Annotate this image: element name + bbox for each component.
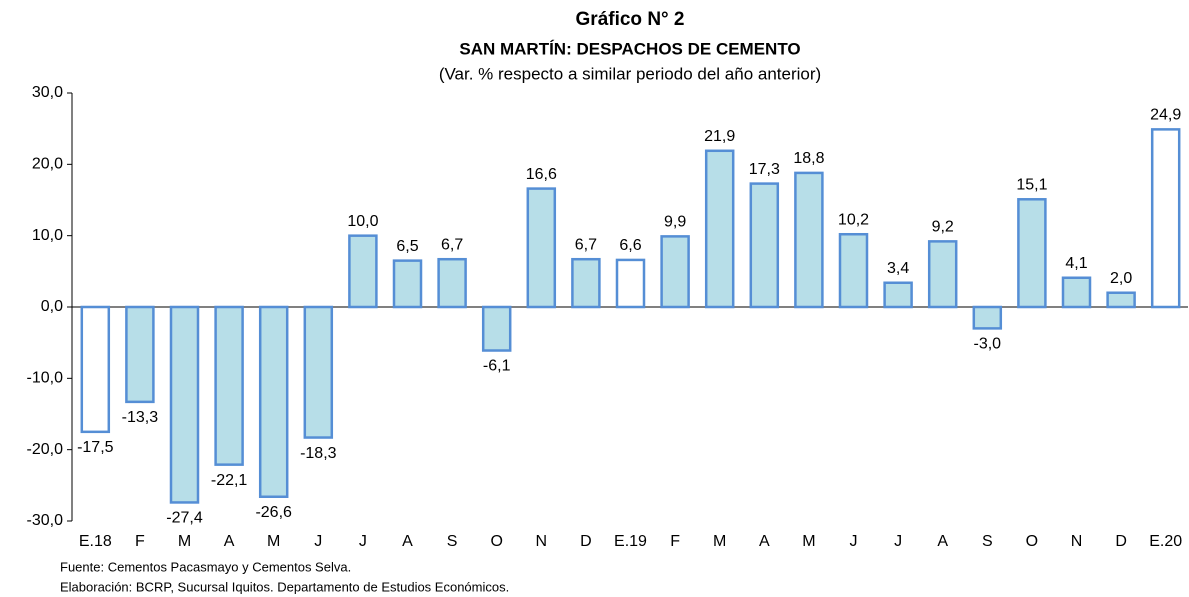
bar [526,187,557,309]
chart-subtitle: SAN MARTÍN: DESPACHOS DE CEMENTO [459,39,800,58]
y-tick-label: -10,0 [27,370,64,387]
bar [258,305,289,498]
bar [615,258,646,309]
x-tick-label: E.18 [79,533,112,550]
value-label: 6,7 [575,236,597,253]
value-label: 9,2 [932,219,954,236]
x-tick-label: M [802,533,815,550]
bar [794,171,824,309]
bar [80,305,111,434]
x-tick-label: D [580,533,592,550]
x-tick-label: A [937,533,948,550]
bar [392,259,423,309]
value-label: 10,0 [347,213,378,230]
value-label: 18,8 [793,150,824,167]
x-tick-label: J [314,533,322,550]
bar [927,240,958,309]
value-label: 10,2 [838,211,869,228]
y-tick-label: -20,0 [27,441,64,458]
x-tick-label: M [713,533,726,550]
bar [749,182,780,309]
x-tick-label: J [894,533,902,550]
value-label: -6,1 [483,358,511,375]
value-label: 2,0 [1110,270,1132,287]
bar [214,305,244,466]
value-label: 6,6 [619,237,641,254]
value-label: -3,0 [974,336,1002,353]
y-tick-label: 30,0 [32,84,63,101]
bar [1150,128,1181,309]
x-tick-label: F [135,533,145,550]
bar [1017,198,1047,309]
bar [125,305,155,404]
x-tick-label: D [1115,533,1127,550]
chart-title: Gráfico N° 2 [576,9,685,30]
bar [481,305,512,352]
value-label: 16,6 [526,166,557,183]
value-label: 9,9 [664,214,686,231]
bar [704,149,735,309]
x-tick-label: O [1026,533,1038,550]
value-label: 24,9 [1150,107,1181,124]
y-tick-label: 0,0 [41,298,63,315]
x-tick-label: J [359,533,367,550]
chart-subtitle: (Var. % respecto a similar periodo del a… [439,64,821,83]
value-label: 6,5 [396,238,418,255]
x-tick-label: A [224,533,235,550]
value-label: 6,7 [441,236,463,253]
bar [437,257,467,309]
x-tick-label: E.20 [1149,533,1182,550]
bar [348,234,378,309]
x-tick-label: F [670,533,680,550]
y-tick-label: 20,0 [32,156,63,173]
x-tick-label: N [536,533,548,550]
x-tick-label: S [982,533,993,550]
x-tick-label: E.19 [614,533,647,550]
x-tick-label: O [490,533,502,550]
bar [883,281,913,309]
bar [972,305,1003,330]
bar [660,235,690,309]
source-note: Fuente: Cementos Pacasmayo y Cementos Se… [60,559,351,574]
x-tick-label: A [759,533,770,550]
x-tick-label: M [267,533,280,550]
bar [303,305,334,439]
bar [1061,276,1092,309]
value-label: 4,1 [1065,255,1087,272]
value-label: 17,3 [749,161,780,178]
value-label: -22,1 [211,472,248,489]
value-label: -26,6 [255,504,292,521]
bar [1106,291,1136,309]
x-tick-label: A [402,533,413,550]
value-label: -17,5 [77,439,114,456]
source-note: Elaboración: BCRP, Sucursal Iquitos. Dep… [60,579,509,594]
bar [169,305,200,504]
bar [571,257,601,309]
x-tick-label: N [1071,533,1083,550]
bar [838,232,869,309]
value-label: 15,1 [1016,177,1047,194]
value-label: 3,4 [887,260,909,277]
y-tick-label: -30,0 [27,512,64,529]
value-label: -18,3 [300,445,337,462]
value-label: 21,9 [704,128,735,145]
value-label: -13,3 [122,409,159,426]
x-tick-label: S [447,533,458,550]
value-label: -27,4 [166,510,203,527]
y-tick-label: 10,0 [32,227,63,244]
x-tick-label: M [178,533,191,550]
x-tick-label: J [850,533,858,550]
